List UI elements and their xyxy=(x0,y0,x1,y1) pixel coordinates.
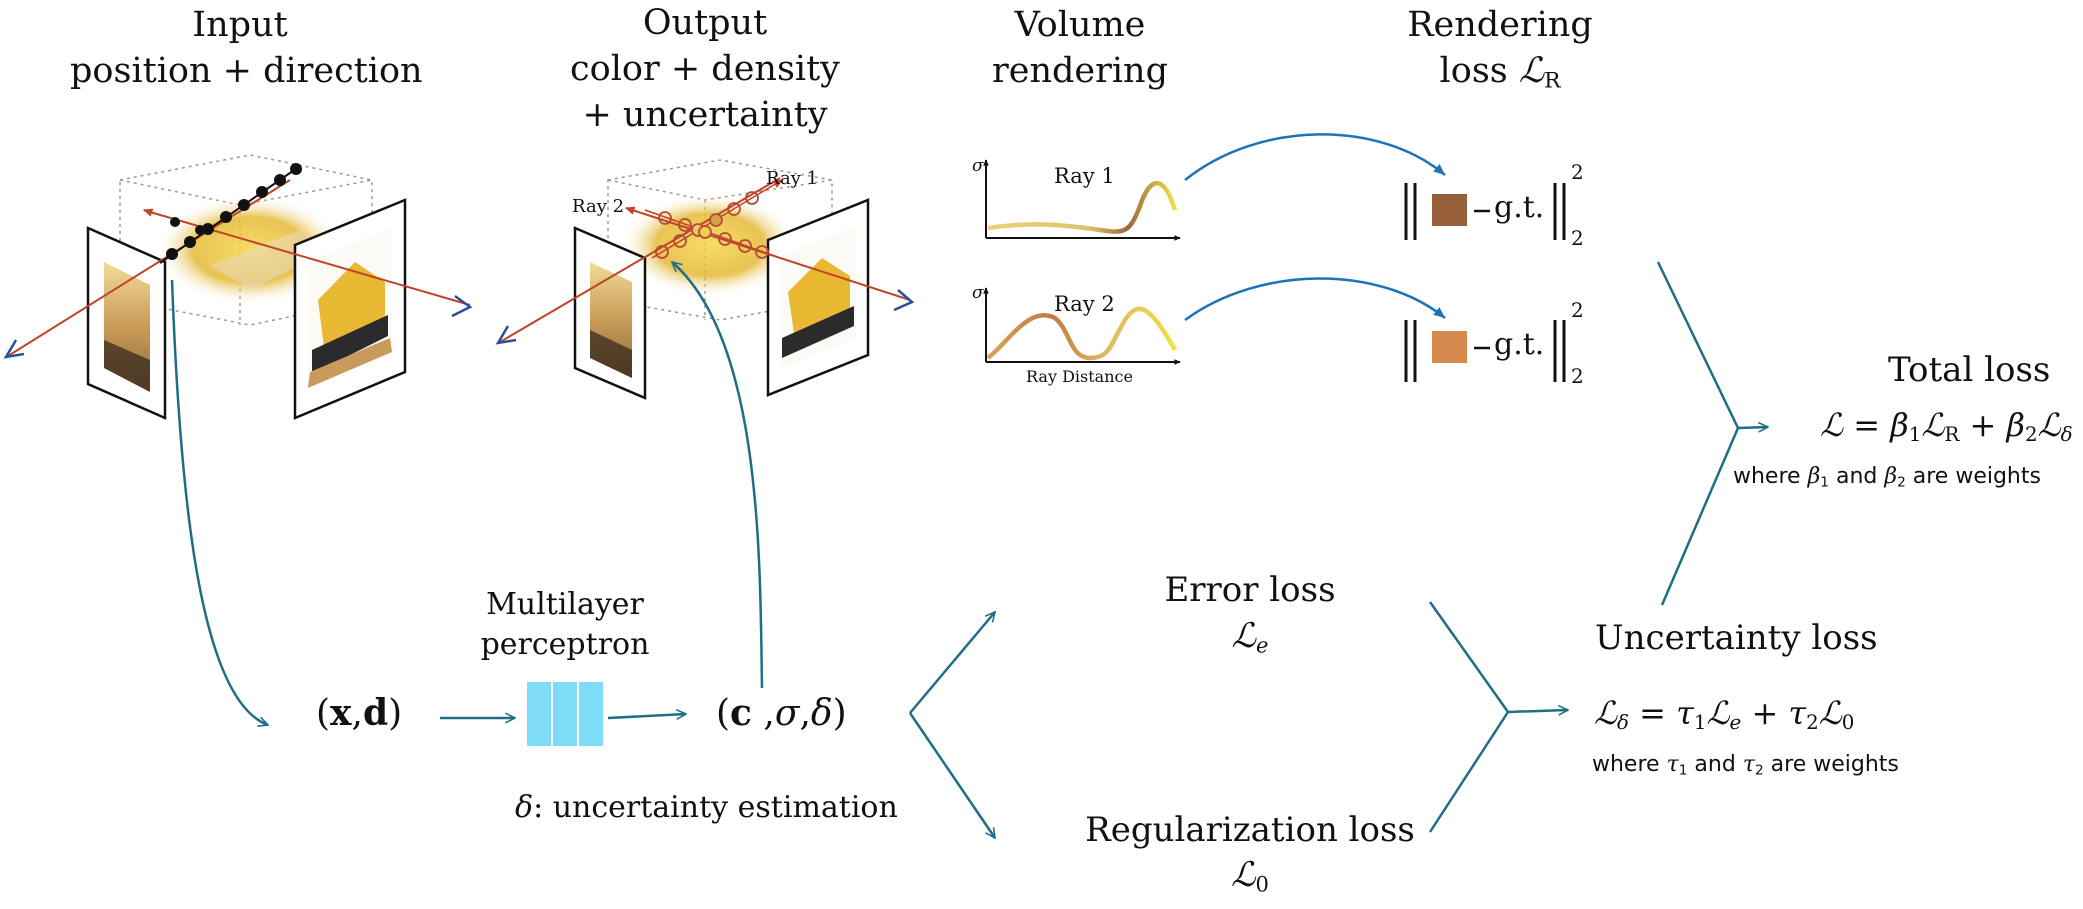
norm-sub-2: 2 xyxy=(1571,364,1584,388)
uncertainty-weights-note: where τ1 and τ2 are weights xyxy=(1592,752,1899,779)
header-rendering-loss-2: loss ℒR xyxy=(1439,51,1561,94)
gt-label-2: g.t. xyxy=(1494,327,1545,362)
plot2-sigma: σ xyxy=(972,283,984,303)
mlp-block xyxy=(527,682,603,746)
axis-tip-left xyxy=(3,339,25,359)
plot1-label: Ray 1 xyxy=(1054,164,1115,188)
arrow-ray1-to-loss xyxy=(1184,133,1446,181)
arrow-ray2-to-loss xyxy=(1184,277,1446,322)
scene-ray1-label: Ray 1 xyxy=(766,168,819,189)
arrow-to-total-loss xyxy=(1737,427,1768,428)
output-scene xyxy=(495,159,915,400)
header-output-2: color + density xyxy=(570,49,840,89)
plot1-sigma: σ xyxy=(972,156,984,176)
join-error xyxy=(1428,601,1510,713)
image-plane-right xyxy=(293,198,407,420)
error-loss-label: Error loss xyxy=(1164,570,1336,610)
color-swatch-ray1 xyxy=(1432,194,1467,226)
arrow-to-regularization-loss xyxy=(908,712,997,838)
error-loss-symbol: ℒe xyxy=(1231,616,1269,658)
image-plane-left-2 xyxy=(573,226,647,400)
header-output-1: Output xyxy=(642,3,768,43)
header-input-2: position + direction xyxy=(70,51,423,91)
arrow-to-error-loss xyxy=(909,612,995,714)
join-uncertainty xyxy=(1660,427,1740,606)
header-volume-1: Volume xyxy=(1014,5,1146,45)
output-vars: (c ,σ,δ) xyxy=(716,692,847,734)
gt-label-1: g.t. xyxy=(1494,190,1545,225)
color-swatch-ray2 xyxy=(1432,331,1467,363)
plot-ray1 xyxy=(983,159,1181,241)
mlp-label-2: perceptron xyxy=(480,627,650,662)
delta-note: δ: uncertainty estimation xyxy=(515,790,898,825)
arrow-output-to-scene xyxy=(672,262,764,689)
regularization-loss-label: Regularization loss xyxy=(1085,810,1415,850)
arrow-to-uncertainty-loss xyxy=(1507,710,1568,712)
input-scene xyxy=(3,154,473,420)
header-rendering-loss-1: Rendering xyxy=(1407,5,1593,45)
mlp-label-1: Multilayer xyxy=(486,587,644,622)
input-vars: (x,d) xyxy=(316,692,403,734)
norm-sub-1: 2 xyxy=(1571,226,1584,250)
plot2-xlabel: Ray Distance xyxy=(1026,367,1133,386)
norm-bars xyxy=(1404,183,1566,382)
plot-ray2 xyxy=(983,287,1181,365)
uncertainty-loss-equation: ℒδ = τ1ℒe + τ2ℒ0 xyxy=(1594,694,1855,734)
density-curve-ray2 xyxy=(986,306,1177,361)
density-curve-ray1 xyxy=(987,181,1178,234)
norm-sup-2: 2 xyxy=(1571,298,1584,322)
total-loss-label: Total loss xyxy=(1888,350,2051,390)
uncertainty-loss-label: Uncertainty loss xyxy=(1595,618,1878,658)
image-plane-right-2 xyxy=(766,198,870,397)
regularization-loss-symbol: ℒ0 xyxy=(1231,855,1269,897)
join-reg xyxy=(1428,711,1510,833)
scene-ray2-label: Ray 2 xyxy=(572,196,625,217)
plot2-label: Ray 2 xyxy=(1054,292,1115,316)
axis-tip-right xyxy=(451,294,473,318)
header-volume-2: rendering xyxy=(992,51,1168,91)
uncertainty-samples xyxy=(655,191,769,259)
image-plane-left xyxy=(86,226,167,420)
arrow-mlp-to-output xyxy=(607,714,686,718)
total-weights-note: where β1 and β2 are weights xyxy=(1733,464,2041,491)
header-input-1: Input xyxy=(192,5,288,45)
header-output-3: + uncertainty xyxy=(582,95,828,135)
norm-sup-1: 2 xyxy=(1571,160,1584,184)
arrow-scene-to-input xyxy=(170,279,268,725)
total-loss-equation: ℒ = β1ℒR + β2ℒδ xyxy=(1820,406,2073,446)
join-rendering xyxy=(1656,261,1740,429)
lego-model-2 xyxy=(620,193,800,297)
sample-points xyxy=(166,163,302,260)
